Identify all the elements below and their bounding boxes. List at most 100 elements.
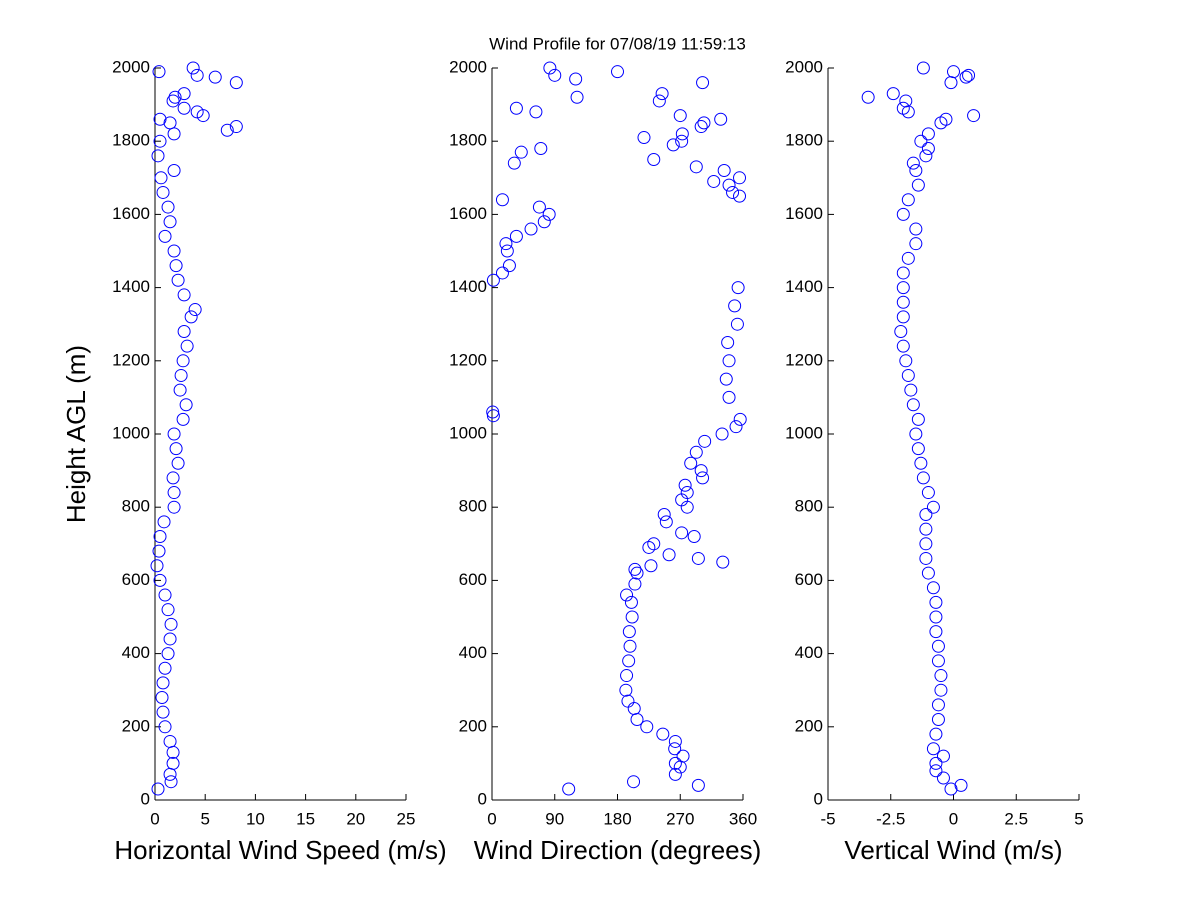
data-point <box>722 354 736 368</box>
data-point <box>931 698 945 712</box>
data-point <box>934 683 948 697</box>
data-point <box>644 559 658 573</box>
data-point <box>728 299 742 313</box>
y-tick-label: 0 <box>814 789 823 808</box>
data-point <box>229 76 243 90</box>
data-point <box>967 109 981 123</box>
data-point <box>164 775 178 789</box>
data-point <box>171 273 185 287</box>
data-point <box>896 310 910 324</box>
data-point <box>534 142 548 156</box>
y-tick-label: 1600 <box>112 204 150 223</box>
data-point <box>691 551 705 565</box>
data-point <box>507 156 521 170</box>
data-point <box>167 163 181 177</box>
data-point <box>158 588 172 602</box>
data-point <box>155 691 169 705</box>
data-point <box>163 116 177 130</box>
data-point <box>899 354 913 368</box>
data-point <box>628 562 642 576</box>
x-tick-label: 5 <box>200 809 209 828</box>
data-point <box>620 669 634 683</box>
x-tick-label: 2.5 <box>1004 809 1028 828</box>
data-point <box>157 515 171 529</box>
data-point <box>174 368 188 382</box>
data-point <box>154 171 168 185</box>
x-tick-label: 15 <box>296 809 315 828</box>
data-point <box>630 566 644 580</box>
y-tick-label: 1600 <box>449 204 487 223</box>
data-point <box>524 222 538 236</box>
data-point <box>676 749 690 763</box>
data-point <box>640 720 654 734</box>
data-point <box>668 742 682 756</box>
data-point <box>914 134 928 148</box>
data-point <box>896 295 910 309</box>
data-point <box>647 153 661 166</box>
data-point <box>691 778 705 792</box>
data-point <box>919 551 933 565</box>
data-point <box>697 116 711 130</box>
data-point <box>896 339 910 353</box>
data-point <box>163 215 177 229</box>
data-point <box>542 207 556 221</box>
data-point <box>153 573 167 587</box>
y-tick-label: 600 <box>795 570 823 589</box>
data-point <box>678 478 692 492</box>
y-tick-label: 800 <box>459 497 487 516</box>
data-point <box>716 555 730 569</box>
x-tick-label: 10 <box>246 809 265 828</box>
data-point <box>909 427 923 441</box>
data-point <box>906 156 920 170</box>
data-point <box>647 537 661 551</box>
x-tick-label: -5 <box>820 809 835 828</box>
x-axis-label: Horizontal Wind Speed (m/s) <box>114 835 446 865</box>
data-point <box>668 756 682 770</box>
data-point <box>495 193 509 207</box>
data-point <box>548 68 562 82</box>
data-point <box>152 65 166 79</box>
data-point <box>619 683 633 697</box>
data-point <box>229 120 243 134</box>
data-point <box>166 471 180 485</box>
x-tick-label: 5 <box>1074 809 1083 828</box>
data-point <box>687 529 701 543</box>
data-point <box>153 134 167 148</box>
x-tick-label: 270 <box>666 809 694 828</box>
data-point <box>929 595 943 609</box>
data-point <box>886 87 900 101</box>
data-point <box>611 65 624 79</box>
y-tick-label: 200 <box>122 716 150 735</box>
data-point <box>733 171 747 185</box>
data-point <box>684 456 698 470</box>
y-tick-label: 800 <box>795 497 823 516</box>
data-point <box>936 771 950 785</box>
y-tick-label: 1200 <box>112 350 150 369</box>
data-point <box>909 237 923 251</box>
data-point <box>916 471 930 485</box>
y-tick-label: 1800 <box>112 131 150 150</box>
data-point <box>722 390 736 404</box>
y-tick-label: 800 <box>122 497 150 516</box>
data-point <box>637 131 651 145</box>
y-tick-label: 1400 <box>449 277 487 296</box>
data-point <box>495 266 509 280</box>
data-point <box>931 654 945 668</box>
data-point <box>168 90 182 104</box>
x-axis-label: Vertical Wind (m/s) <box>844 835 1062 865</box>
data-point <box>529 105 543 119</box>
y-tick-label: 1400 <box>785 277 823 296</box>
data-point <box>689 445 703 459</box>
data-point <box>715 427 729 441</box>
data-point <box>169 259 183 273</box>
data-point <box>668 734 682 748</box>
data-point <box>177 87 191 101</box>
data-point <box>909 222 923 236</box>
y-tick-label: 1000 <box>449 423 487 442</box>
data-point <box>944 76 958 90</box>
data-point <box>894 325 908 339</box>
data-point <box>151 149 165 163</box>
data-point <box>500 244 514 258</box>
data-point <box>655 87 669 101</box>
data-point <box>151 782 165 796</box>
